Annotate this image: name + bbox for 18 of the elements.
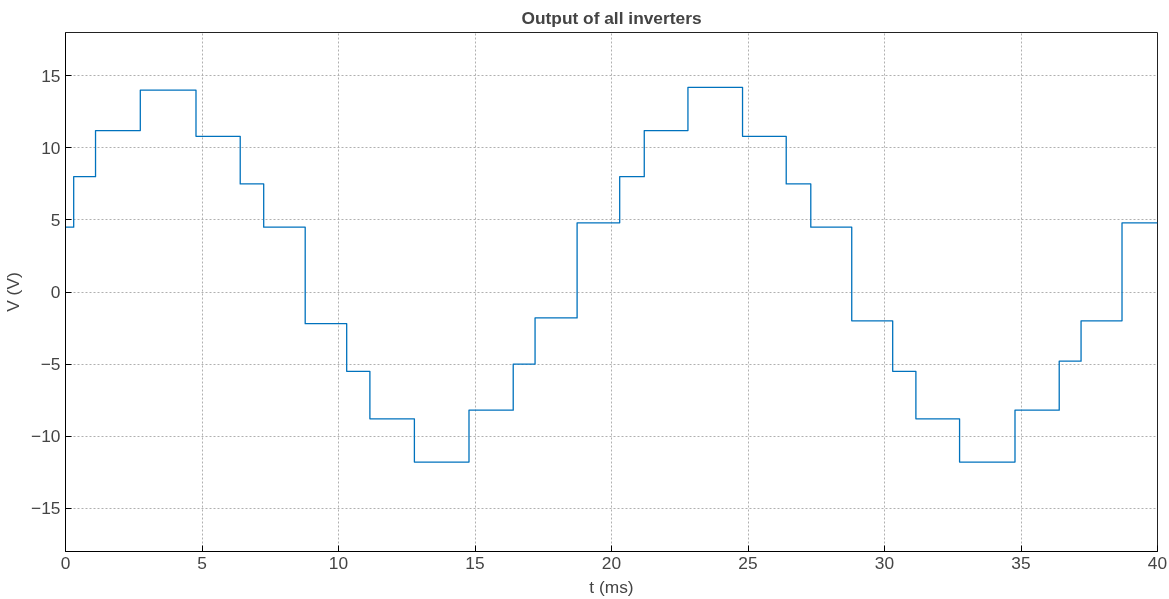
x-tick-label: 10 [328, 552, 349, 573]
x-tick-label: 30 [874, 552, 895, 573]
chart-title: Output of all inverters [521, 7, 702, 28]
y-tick-label: 10 [41, 137, 61, 158]
x-tick-label: 20 [601, 552, 622, 573]
y-tick-label: −15 [31, 498, 61, 519]
x-tick-label: 40 [1147, 552, 1168, 573]
x-tick-label: 35 [1011, 552, 1031, 573]
y-tick-label: 0 [50, 282, 61, 302]
y-tick-label: 15 [41, 65, 61, 86]
y-axis-title: V (V) [3, 272, 24, 312]
y-tick-label: 5 [50, 209, 61, 230]
y-tick-label: −10 [31, 426, 61, 447]
x-axis-title: t (ms) [589, 576, 634, 597]
x-tick-label: 15 [465, 552, 485, 573]
y-tick-label: −5 [40, 354, 61, 375]
x-tick-label: 5 [197, 552, 207, 573]
x-tick-label: 25 [738, 552, 758, 573]
